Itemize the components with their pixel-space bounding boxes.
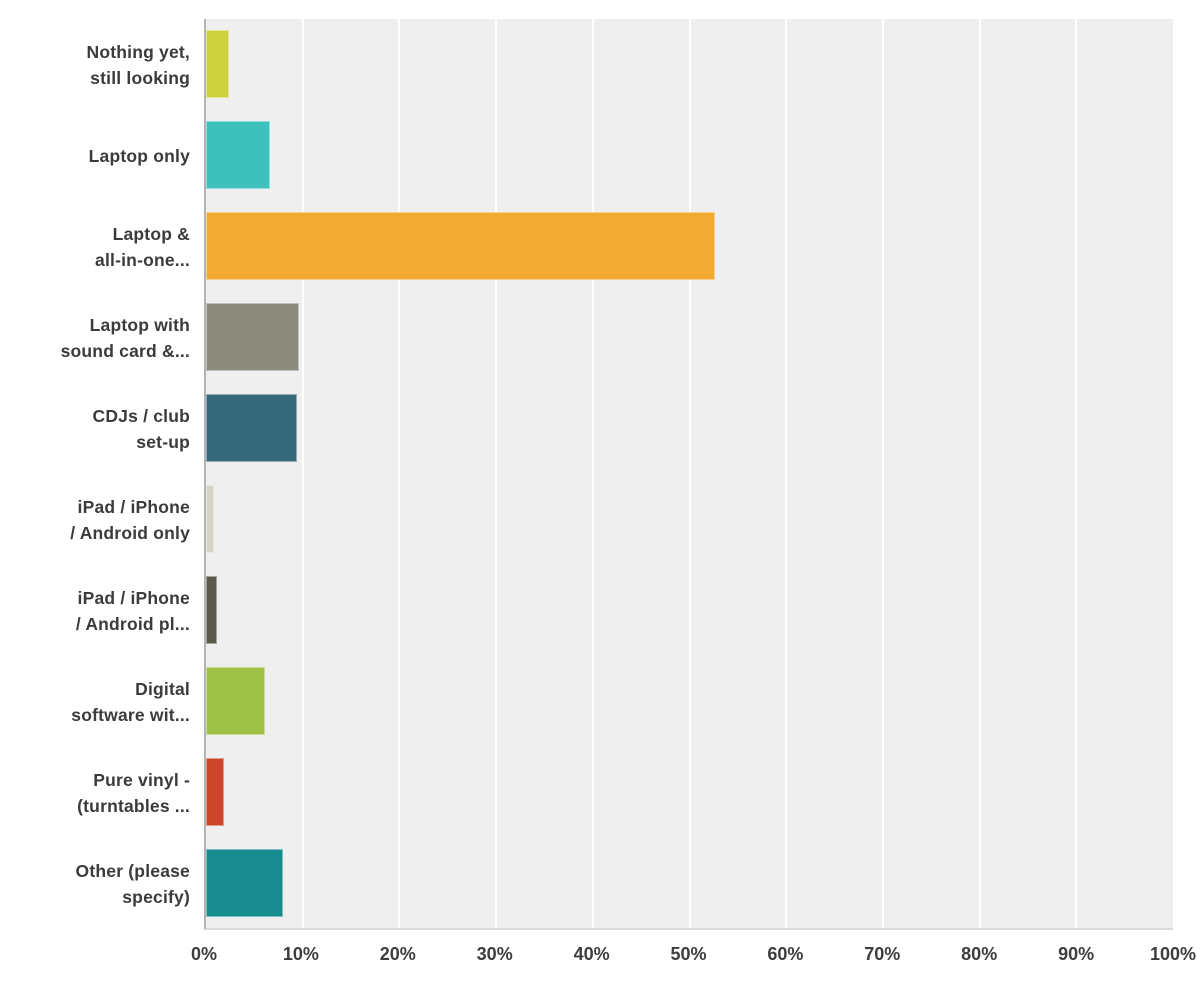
category-label: Digital software wit... [71, 679, 190, 726]
gridline-80 [978, 19, 981, 928]
bar-laptop-all-in-one [206, 212, 715, 281]
gridline-20 [398, 19, 401, 928]
category-label: Pure vinyl - (turntables ... [77, 770, 190, 817]
category-label-row: CDJs / club set-up [0, 383, 190, 474]
bar-row [206, 19, 1173, 110]
bar-row [206, 201, 1173, 292]
category-label-row: Digital software wit... [0, 657, 190, 748]
gridline-30 [495, 19, 498, 928]
x-tick-label-70: 70% [864, 944, 901, 964]
bars-layer [206, 19, 1173, 928]
bar-laptop-with-sound-card [206, 303, 299, 372]
category-label: Laptop with sound card &... [60, 314, 190, 361]
x-tick-label-50: 50% [670, 944, 707, 964]
x-tick-label-90: 90% [1058, 944, 1095, 964]
gridline-90 [1075, 19, 1078, 928]
x-tick-label-40: 40% [573, 944, 610, 964]
x-tick-label-80: 80% [961, 944, 998, 964]
category-label-row: Pure vinyl - (turntables ... [0, 748, 190, 839]
x-tick-label-20: 20% [379, 944, 416, 964]
category-label: Other (please specify) [75, 861, 190, 908]
category-label-row: Other (please specify) [0, 839, 190, 930]
bar-row [206, 746, 1173, 837]
category-label: iPad / iPhone / Android pl... [75, 588, 190, 635]
gridline-50 [688, 19, 691, 928]
category-label-row: Laptop only [0, 110, 190, 201]
bar-row [206, 564, 1173, 655]
category-label: Laptop & all-in-one... [95, 223, 190, 270]
bar-row [206, 110, 1173, 201]
bar-ipad-iphone-android-pl [206, 575, 217, 644]
bar-other-please-specify [206, 848, 284, 917]
bar-nothing-yet-still-looking [206, 30, 230, 99]
category-label-row: Nothing yet, still looking [0, 19, 190, 110]
category-label-row: Laptop with sound card &... [0, 292, 190, 383]
category-label-row: iPad / iPhone / Android only [0, 474, 190, 565]
gridline-70 [881, 19, 884, 928]
bar-cdjs-club-set-up [206, 394, 297, 463]
gridline-40 [591, 19, 594, 928]
gridline-10 [301, 19, 304, 928]
x-tick-label-30: 30% [476, 944, 513, 964]
bar-row [206, 292, 1173, 383]
bar-row [206, 383, 1173, 474]
bar-digital-software-wit [206, 666, 265, 735]
category-axis: Nothing yet, still looking Laptop only Lapt… [0, 19, 190, 930]
bar-row [206, 655, 1173, 746]
x-tick-label-100: 100% [1149, 944, 1197, 964]
gridline-60 [785, 19, 788, 928]
bar-pure-vinyl-turntables [206, 757, 225, 826]
category-label: CDJs / club set-up [92, 405, 190, 452]
bar-row [206, 837, 1173, 928]
x-tick-label-0: 0% [190, 944, 218, 964]
x-tick-label-10: 10% [282, 944, 319, 964]
plot-area [204, 19, 1173, 930]
x-tick-label-60: 60% [767, 944, 804, 964]
x-axis: 0% 10% 20% 30% 40% 50% 60% 70% 80% 90% 100% [191, 944, 1196, 974]
bar-ipad-iphone-android-only [206, 484, 214, 553]
category-label: Laptop only [88, 145, 190, 166]
category-label: iPad / iPhone / Android only [70, 497, 190, 544]
category-label-row: iPad / iPhone / Android pl... [0, 566, 190, 657]
bar-laptop-only [206, 121, 270, 190]
category-label: Nothing yet, still looking [86, 41, 190, 88]
bar-row [206, 474, 1173, 565]
category-label-row: Laptop & all-in-one... [0, 201, 190, 292]
